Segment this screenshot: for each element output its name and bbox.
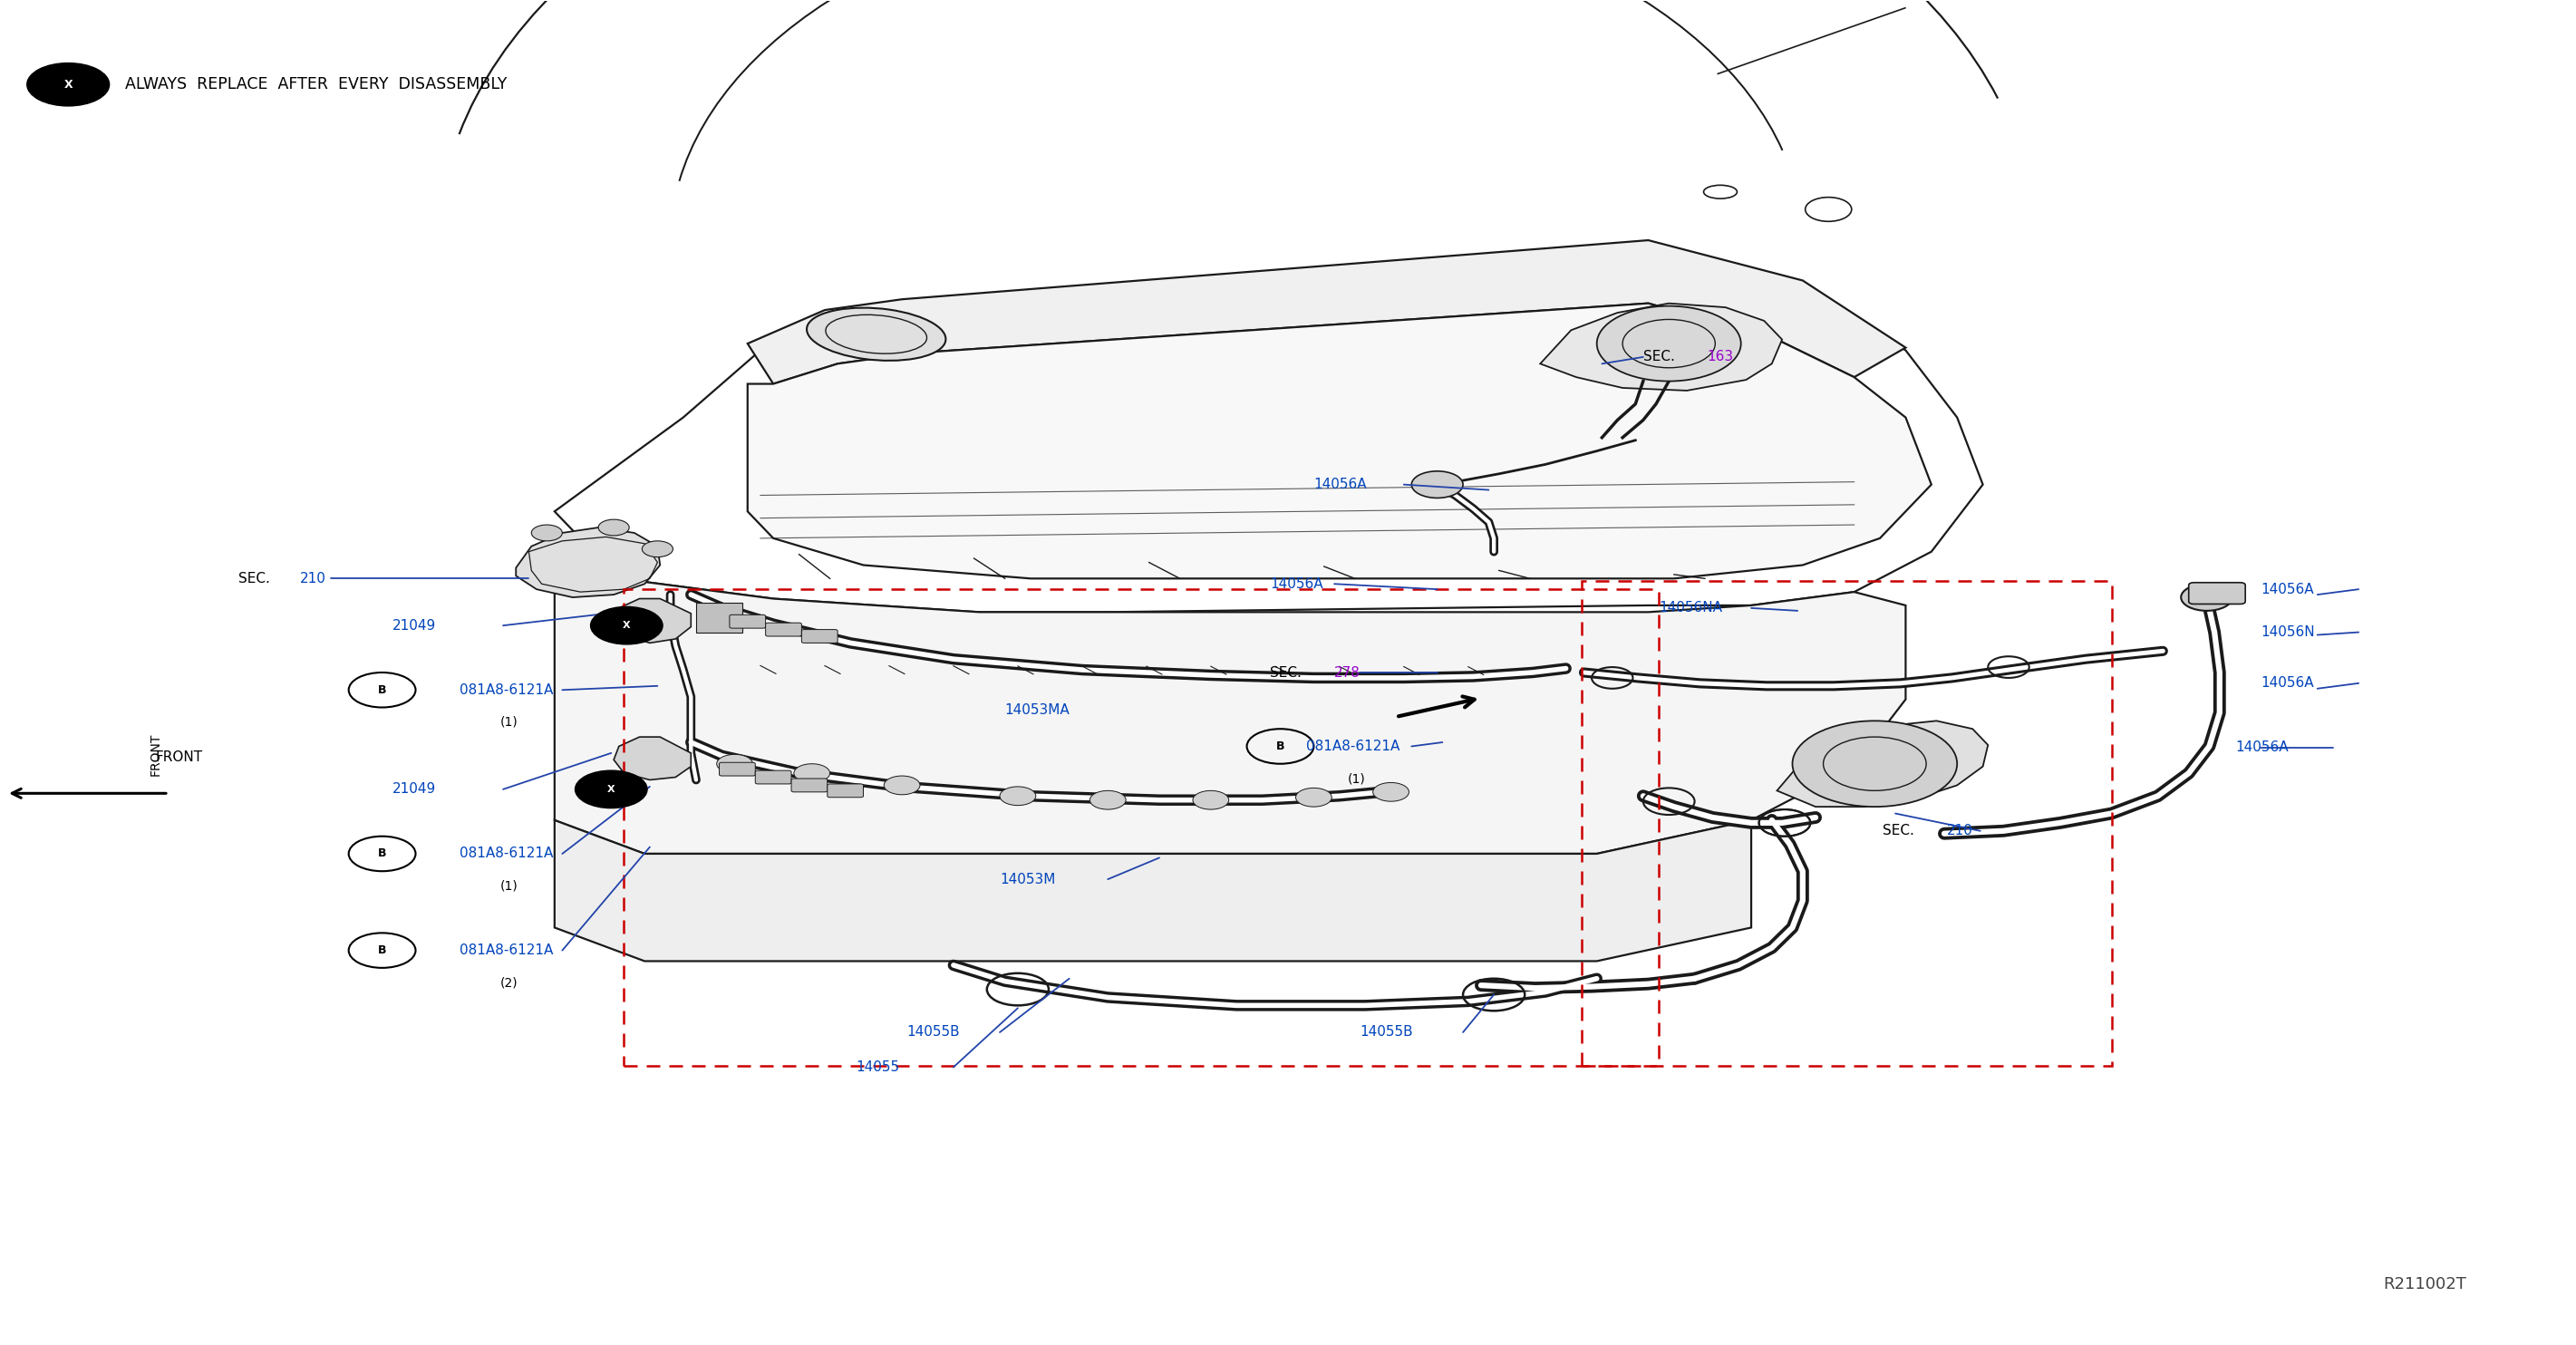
- Text: (2): (2): [500, 976, 518, 989]
- Text: 210: 210: [1947, 824, 1973, 838]
- Text: 081A8-6121A: 081A8-6121A: [459, 683, 554, 697]
- Ellipse shape: [1806, 198, 1852, 222]
- Text: B: B: [379, 944, 386, 956]
- FancyBboxPatch shape: [827, 784, 863, 798]
- Circle shape: [531, 525, 562, 541]
- Text: 14055B: 14055B: [907, 1025, 961, 1040]
- Circle shape: [26, 63, 108, 106]
- Text: FRONT: FRONT: [155, 751, 204, 764]
- Ellipse shape: [1703, 186, 1736, 199]
- Text: 163: 163: [1708, 350, 1734, 363]
- Text: 14056A: 14056A: [1314, 477, 1368, 491]
- Polygon shape: [613, 737, 690, 780]
- Polygon shape: [554, 243, 1984, 612]
- FancyBboxPatch shape: [755, 771, 791, 784]
- Circle shape: [1373, 783, 1409, 802]
- Text: FRONT: FRONT: [149, 733, 162, 776]
- Polygon shape: [554, 820, 1752, 962]
- FancyBboxPatch shape: [729, 615, 765, 628]
- Text: 081A8-6121A: 081A8-6121A: [1306, 740, 1399, 753]
- Text: X: X: [64, 78, 72, 90]
- Polygon shape: [554, 578, 1906, 854]
- Text: (1): (1): [500, 880, 518, 892]
- Polygon shape: [515, 527, 659, 597]
- Circle shape: [999, 787, 1036, 806]
- Text: SEC.: SEC.: [1643, 350, 1674, 363]
- Text: B: B: [379, 685, 386, 695]
- Circle shape: [716, 755, 752, 773]
- Text: 14056A: 14056A: [2236, 741, 2287, 755]
- Circle shape: [1597, 307, 1741, 381]
- Bar: [623, 589, 1659, 1065]
- Polygon shape: [613, 599, 690, 643]
- Circle shape: [884, 776, 920, 795]
- Text: 14056NA: 14056NA: [1659, 601, 1721, 615]
- Circle shape: [1296, 788, 1332, 807]
- Text: SEC.: SEC.: [237, 572, 270, 585]
- Text: SEC.: SEC.: [1883, 824, 1914, 838]
- Circle shape: [574, 771, 647, 808]
- Circle shape: [1793, 721, 1958, 807]
- Text: R211002T: R211002T: [2383, 1276, 2468, 1293]
- Text: 21049: 21049: [392, 619, 435, 632]
- Polygon shape: [747, 304, 1932, 578]
- Text: 14053MA: 14053MA: [1005, 703, 1069, 717]
- Circle shape: [1412, 471, 1463, 498]
- Text: 14055B: 14055B: [1360, 1025, 1414, 1040]
- Bar: [1582, 581, 2112, 1065]
- Bar: [696, 603, 742, 632]
- FancyBboxPatch shape: [801, 629, 837, 643]
- Circle shape: [1090, 791, 1126, 810]
- Text: 081A8-6121A: 081A8-6121A: [459, 944, 554, 958]
- Circle shape: [590, 607, 662, 644]
- Text: 14056A: 14056A: [2262, 582, 2313, 596]
- Text: 14056A: 14056A: [2262, 677, 2313, 690]
- Text: 14056A: 14056A: [1270, 577, 1324, 590]
- FancyBboxPatch shape: [765, 623, 801, 636]
- Circle shape: [793, 764, 829, 783]
- Ellipse shape: [806, 308, 945, 360]
- Circle shape: [598, 519, 629, 535]
- Polygon shape: [747, 241, 1906, 383]
- Text: 210: 210: [299, 572, 327, 585]
- Circle shape: [641, 541, 672, 557]
- Text: ALWAYS  REPLACE  AFTER  EVERY  DISASSEMBLY: ALWAYS REPLACE AFTER EVERY DISASSEMBLY: [124, 77, 507, 93]
- Text: B: B: [1275, 741, 1285, 752]
- FancyBboxPatch shape: [791, 779, 827, 792]
- Text: 14055: 14055: [855, 1060, 899, 1075]
- Text: X: X: [623, 621, 631, 629]
- Text: X: X: [608, 784, 616, 794]
- Text: 14056N: 14056N: [2262, 625, 2316, 639]
- Text: 278: 278: [1334, 666, 1360, 679]
- Polygon shape: [1540, 304, 1783, 390]
- Text: SEC.: SEC.: [1270, 666, 1301, 679]
- Text: 14053M: 14053M: [999, 873, 1056, 886]
- Text: 081A8-6121A: 081A8-6121A: [459, 847, 554, 861]
- Polygon shape: [1777, 721, 1989, 807]
- Text: 21049: 21049: [392, 783, 435, 796]
- FancyBboxPatch shape: [719, 763, 755, 776]
- Circle shape: [2182, 584, 2233, 611]
- FancyBboxPatch shape: [2190, 582, 2246, 604]
- Text: (1): (1): [1347, 772, 1365, 785]
- Circle shape: [1193, 791, 1229, 810]
- Text: (1): (1): [500, 716, 518, 729]
- Text: B: B: [379, 847, 386, 859]
